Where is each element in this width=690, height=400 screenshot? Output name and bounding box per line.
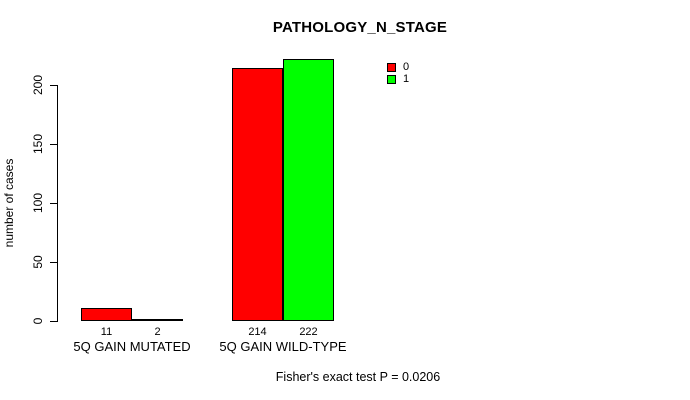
y-tick-mark xyxy=(50,85,57,86)
y-tick-mark xyxy=(50,262,57,263)
legend-swatch-icon xyxy=(387,63,396,72)
y-tick-label: 50 xyxy=(31,255,45,269)
category-label-5q-gain-mutated: 5Q GAIN MUTATED xyxy=(73,339,191,354)
bar-5q-gain-mutated-0 xyxy=(81,308,132,321)
legend-item-0: 0 xyxy=(387,61,410,73)
y-tick-label: 150 xyxy=(31,133,45,155)
y-tick-label: 200 xyxy=(31,74,45,96)
bar-5q-gain-wild-type-0 xyxy=(232,68,283,321)
bar-value-label: 214 xyxy=(248,326,267,338)
legend-swatch-icon xyxy=(387,75,396,84)
bar-5q-gain-wild-type-1 xyxy=(283,59,334,321)
category-label-5q-gain-wild-type: 5Q GAIN WILD-TYPE xyxy=(219,339,347,354)
legend-item-1: 1 xyxy=(387,73,410,85)
bar-value-label: 11 xyxy=(100,326,113,338)
y-tick-mark xyxy=(50,321,57,322)
y-tick-label: 0 xyxy=(31,317,45,325)
legend-label: 0 xyxy=(403,61,410,73)
y-tick-mark xyxy=(50,144,57,145)
bar-value-label: 222 xyxy=(299,326,318,338)
chart-title: PATHOLOGY_N_STAGE xyxy=(272,19,448,36)
y-tick-label: 100 xyxy=(31,192,45,214)
fisher-test-annotation: Fisher's exact test P = 0.0206 xyxy=(275,370,441,384)
y-tick-mark xyxy=(50,203,57,204)
bar-value-label: 2 xyxy=(154,326,161,338)
y-axis-title: number of cases xyxy=(2,158,16,248)
bar-5q-gain-mutated-1 xyxy=(132,318,183,321)
y-axis-line xyxy=(57,85,58,322)
legend-label: 1 xyxy=(403,73,410,85)
